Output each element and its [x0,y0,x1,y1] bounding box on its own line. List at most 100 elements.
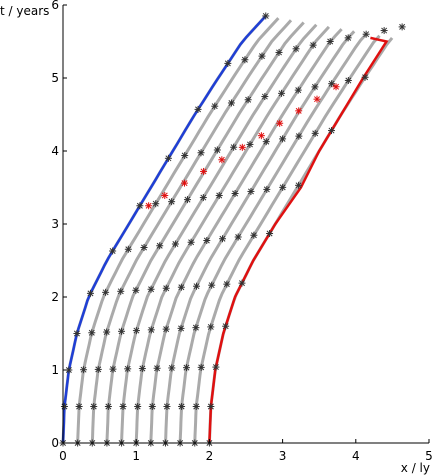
highlight-marker-9-stroke-3 [314,96,320,103]
event-marker-4-7 [193,282,201,290]
event-marker-8-4 [261,93,269,101]
event-marker-8-8 [328,80,336,88]
x-tick-label-2: 2 [206,449,214,463]
event-marker-2-1-stroke-3 [80,366,87,373]
event-marker-8-6 [294,86,302,94]
highlight-marker-7-stroke-3 [276,120,283,127]
x-axis-label: x / ly [401,461,430,475]
highlight-marker-5 [238,143,246,151]
event-marker-2-0-stroke-3 [65,367,72,373]
event-marker-8-3 [244,96,252,104]
highlight-marker-2-stroke-3 [181,180,188,187]
event-marker-7-4-stroke-3 [230,144,237,151]
highlight-marker-1 [161,192,169,200]
event-marker-6-10 [295,181,303,189]
event-marker-1-2-stroke-3 [90,403,97,410]
event-marker-4-0-stroke-3 [87,290,94,297]
y-axis-label: t / years [0,4,49,18]
event-marker-2-3-stroke-3 [109,366,116,373]
worldline-1 [76,17,280,444]
x-tick-label-4: 4 [352,449,360,463]
event-marker-1-8 [178,403,186,410]
event-marker-3-7 [177,324,185,332]
event-marker-6-7-stroke-3 [247,188,254,195]
event-marker-4-1 [102,288,110,296]
event-marker-2-0 [65,366,73,374]
event-marker-7-1-stroke-3 [181,152,188,159]
highlight-marker-0 [145,202,153,210]
event-marker-7-10 [327,127,335,135]
event-marker-7-5-stroke-3 [246,141,253,148]
event-marker-9-10 [398,23,406,31]
event-marker-5-8 [234,233,242,241]
x-tick-label-0: 0 [59,449,67,463]
event-marker-4-10 [238,279,246,287]
event-marker-1-6 [148,403,156,410]
event-marker-9-2 [258,52,266,60]
event-marker-3-9-stroke-3 [207,323,214,330]
event-marker-8-9 [344,76,352,84]
event-marker-1-9 [192,403,200,410]
event-marker-6-10-stroke-3 [295,182,302,189]
event-marker-9-0 [224,59,232,67]
y-tick-label-6: 6 [51,0,59,12]
event-marker-4-10-stroke-3 [238,280,245,287]
event-marker-5-5-stroke-3 [188,239,195,246]
y-tick-label-0: 0 [51,436,59,450]
event-marker-4-5 [162,284,170,292]
worldline-9 [193,34,381,444]
event-marker-8-7 [311,83,319,91]
event-marker-6-4 [199,194,207,202]
event-marker-5-10 [266,229,274,237]
event-marker-4-6-stroke-3 [178,284,185,291]
highlight-marker-8 [295,107,303,115]
event-marker-1-3 [104,403,112,410]
event-marker-5-7 [218,235,226,243]
highlight-marker-6 [257,132,265,140]
event-marker-7-8-stroke-3 [295,133,302,140]
event-marker-7-9-stroke-3 [312,130,319,137]
event-marker-9-3-stroke-3 [276,49,282,56]
event-marker-3-2-stroke-3 [103,329,110,336]
event-marker-5-1-stroke-3 [125,246,132,253]
event-marker-8-7-stroke-3 [311,83,318,90]
event-marker-8-5 [278,89,286,97]
event-marker-9-8 [362,30,370,38]
highlight-marker-0-stroke-3 [145,202,152,209]
event-marker-6-0-stroke-3 [136,202,143,209]
event-marker-3-7-stroke-3 [178,325,185,332]
event-marker-5-2 [140,244,148,252]
event-marker-9-1-stroke-3 [241,56,248,63]
highlight-marker-7 [276,119,284,127]
y-tick-label-4: 4 [51,144,59,158]
event-marker-6-5-stroke-3 [216,192,223,199]
x-ticks: 0 1 2 3 4 5 [59,439,432,463]
event-marker-8-5-stroke-3 [278,90,285,97]
event-marker-8-10-stroke-3 [362,74,369,81]
event-marker-6-6-stroke-3 [232,190,239,197]
event-marker-5-3 [156,242,164,250]
event-marker-1-10-stroke-3 [207,403,214,410]
event-marker-5-10-stroke-3 [266,230,273,237]
event-marker-3-1 [88,329,96,337]
event-marker-2-8-stroke-3 [183,364,190,371]
event-marker-7-3-stroke-3 [214,146,221,153]
event-marker-5-2-stroke-3 [141,244,147,251]
x-tick-label-1: 1 [132,449,140,463]
event-marker-4-2 [117,287,125,295]
event-marker-4-0 [86,289,94,297]
event-marker-2-2-stroke-3 [95,366,102,373]
event-marker-8-6-stroke-3 [295,87,302,94]
event-marker-4-4 [147,285,155,293]
event-marker-2-1 [80,366,88,374]
event-marker-8-2-stroke-3 [228,99,235,106]
highlight-marker-8-stroke-3 [295,107,302,114]
right-worldline [208,36,389,444]
event-marker-1-1-stroke-3 [76,403,83,410]
event-marker-7-0-stroke-3 [165,155,172,162]
event-marker-4-3-stroke-3 [132,287,139,294]
event-marker-7-7-stroke-3 [279,135,286,142]
plot-area [59,12,406,447]
event-marker-3-10 [222,322,230,330]
